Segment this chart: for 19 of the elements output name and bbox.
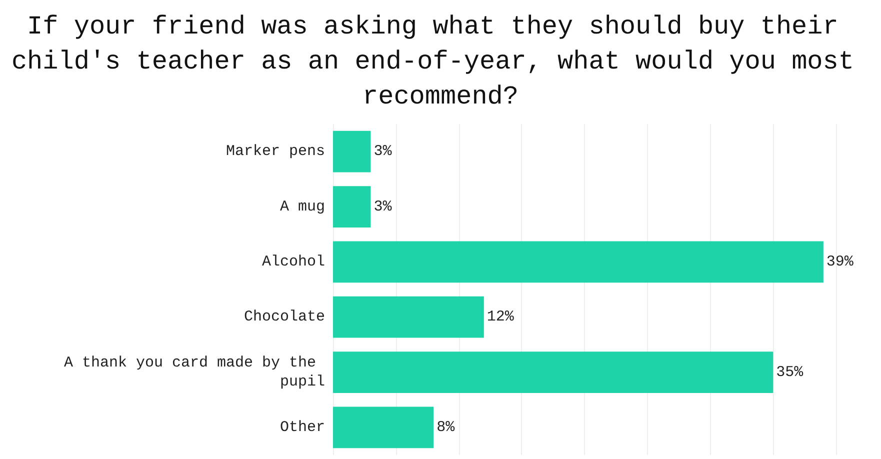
chart-title: If your friend was asking what they should buy their child's teacher as an end-of-year, what would you most recommend? <box>11 12 870 112</box>
y-tick-label: Other <box>280 418 325 436</box>
y-tick-label: Chocolate <box>244 308 325 326</box>
bar <box>333 186 371 228</box>
data-label: 39% <box>826 253 854 270</box>
bar <box>333 406 434 448</box>
data-label: 8% <box>436 418 456 436</box>
bar <box>333 296 484 338</box>
data-label: 3% <box>374 143 393 160</box>
y-tick-label: Marker pens <box>226 143 325 160</box>
bar <box>333 241 824 283</box>
bar <box>333 130 371 172</box>
y-tick-label: A mug <box>280 198 325 216</box>
y-tick-label: Alcohol <box>262 253 325 270</box>
data-label: 3% <box>374 198 393 216</box>
bar <box>333 352 774 393</box>
data-label: 35% <box>776 364 804 381</box>
data-label: 12% <box>486 308 515 326</box>
y-tick-label: A thank you card made by the pupil <box>64 354 325 390</box>
